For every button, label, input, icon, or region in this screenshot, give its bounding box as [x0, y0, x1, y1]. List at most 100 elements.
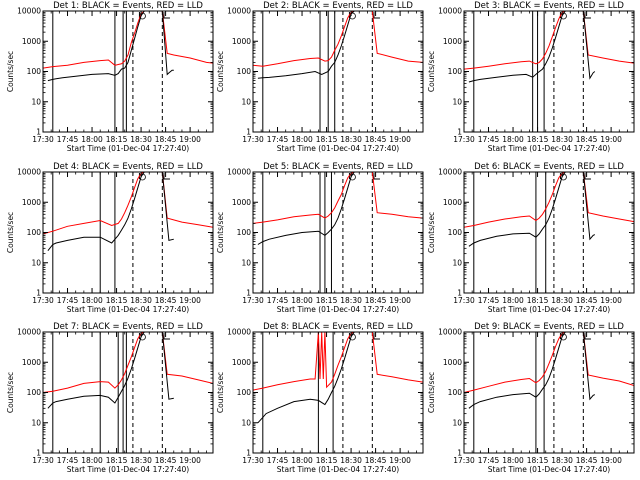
y-tick-label: 10000	[17, 7, 41, 16]
y-axis-label: Counts/sec	[216, 372, 225, 413]
x-tick-label: 17:30	[242, 296, 264, 305]
x-tick-label: 18:30	[130, 135, 152, 144]
y-tick-label: 1	[246, 289, 251, 298]
panel-8: 1 10 100 1000 10000 17:30 17:45 18:00 18:15 18:30…	[216, 322, 424, 474]
x-tick-label: 19:00	[179, 456, 201, 465]
x-tick-label: 17:45	[267, 456, 289, 465]
y-tick-label: 10000	[438, 168, 462, 177]
x-tick-label: 19:00	[389, 135, 411, 144]
x-tick-label: 17:30	[32, 296, 54, 305]
x-tick-label: 19:00	[389, 296, 411, 305]
x-tick-label: 17:45	[478, 456, 500, 465]
panel-7: 1 10 100 1000 10000 17:30 17:45 18:00 18:15 18:30…	[6, 322, 214, 474]
x-tick-label: 18:45	[155, 456, 177, 465]
events-series-line	[47, 332, 174, 409]
y-tick-label: 10000	[227, 7, 251, 16]
y-tick-label: 1	[36, 289, 41, 298]
events-series-line	[468, 172, 596, 247]
lld-series-line	[253, 11, 423, 67]
x-tick-label: 18:30	[551, 456, 573, 465]
panel-title: Det 1: BLACK = Events, RED = LLD	[53, 1, 203, 11]
panel-title: Det 6: BLACK = Events, RED = LLD	[474, 162, 624, 172]
lld-series-line	[253, 332, 423, 391]
panel-title: Det 8: BLACK = Events, RED = LLD	[263, 322, 413, 332]
x-axis-label: Start Time (01-Dec-04 17:27:40)	[488, 305, 610, 314]
y-tick-label: 10	[452, 418, 462, 427]
y-axis-label: Counts/sec	[427, 51, 436, 92]
y-tick-label: 10	[31, 97, 41, 106]
y-tick-label: 1000	[232, 198, 251, 207]
x-tick-label: 18:00	[291, 296, 313, 305]
x-tick-label: 17:45	[267, 296, 289, 305]
y-axis-label: Counts/sec	[6, 51, 15, 92]
y-tick-label: 10	[241, 418, 251, 427]
events-series-line	[47, 172, 174, 252]
events-series-line	[468, 11, 596, 83]
x-tick-label: 18:15	[106, 296, 128, 305]
x-tick-label: 17:30	[242, 456, 264, 465]
y-tick-label: 100	[448, 228, 463, 237]
y-axis-label: Counts/sec	[427, 212, 436, 253]
x-tick-label: 18:00	[502, 296, 524, 305]
y-tick-label: 100	[448, 67, 463, 76]
x-tick-label: 19:00	[600, 456, 622, 465]
y-tick-label: 1000	[232, 37, 251, 46]
series-group	[253, 172, 423, 245]
x-tick-label: 18:15	[316, 456, 338, 465]
x-tick-label: 19:00	[600, 296, 622, 305]
y-tick-label: 100	[448, 388, 463, 397]
series-group	[253, 332, 423, 424]
x-tick-label: 17:30	[242, 135, 264, 144]
lld-series-line	[43, 332, 213, 393]
y-tick-label: 1000	[443, 358, 462, 367]
x-axis-label: Start Time (01-Dec-04 17:27:40)	[67, 305, 189, 314]
x-tick-label: 17:45	[267, 135, 289, 144]
x-tick-label: 18:30	[340, 296, 362, 305]
plot-frame	[463, 171, 635, 294]
y-tick-label: 1	[246, 128, 251, 137]
x-tick-label: 17:30	[453, 296, 475, 305]
x-tick-label: 18:00	[291, 456, 313, 465]
x-tick-label: 17:45	[57, 135, 79, 144]
y-tick-label: 10000	[438, 7, 462, 16]
x-tick-label: 19:00	[179, 135, 201, 144]
plot-frame	[252, 10, 424, 133]
x-tick-label: 18:00	[81, 296, 103, 305]
x-tick-label: 18:45	[155, 135, 177, 144]
plot-frame	[42, 171, 214, 294]
x-tick-label: 18:45	[155, 296, 177, 305]
x-tick-label: 19:00	[389, 456, 411, 465]
x-tick-label: 17:30	[453, 135, 475, 144]
panel-title: Det 3: BLACK = Events, RED = LLD	[474, 1, 624, 11]
panel-title: Det 5: BLACK = Events, RED = LLD	[263, 162, 413, 172]
y-tick-label: 100	[237, 67, 252, 76]
y-tick-label: 10000	[227, 328, 251, 337]
x-tick-label: 18:15	[527, 456, 549, 465]
y-tick-label: 1000	[232, 358, 251, 367]
series-group	[43, 332, 213, 409]
x-tick-label: 18:30	[130, 456, 152, 465]
plot-frame	[463, 331, 635, 454]
plot-frame	[42, 10, 214, 133]
y-tick-label: 10	[452, 97, 462, 106]
y-axis-label: Counts/sec	[427, 372, 436, 413]
y-tick-label: 10000	[438, 328, 462, 337]
y-tick-label: 10	[241, 97, 251, 106]
y-tick-label: 100	[27, 228, 42, 237]
x-tick-label: 18:45	[576, 456, 598, 465]
x-tick-label: 18:30	[340, 456, 362, 465]
plot-frame	[252, 331, 424, 454]
y-tick-label: 100	[237, 388, 252, 397]
lld-series-line	[464, 11, 634, 70]
y-tick-label: 1	[457, 128, 462, 137]
lld-series-line	[43, 172, 213, 235]
y-tick-label: 100	[27, 67, 42, 76]
y-axis-label: Counts/sec	[216, 51, 225, 92]
x-tick-label: 19:00	[179, 296, 201, 305]
y-tick-label: 10	[31, 418, 41, 427]
y-axis-label: Counts/sec	[216, 212, 225, 253]
y-tick-label: 100	[27, 388, 42, 397]
panel-5: 1 10 100 1000 10000 17:30 17:45 18:00 18:15 18:30…	[216, 162, 424, 314]
lld-series-line	[43, 11, 213, 69]
events-series-line	[257, 172, 373, 245]
